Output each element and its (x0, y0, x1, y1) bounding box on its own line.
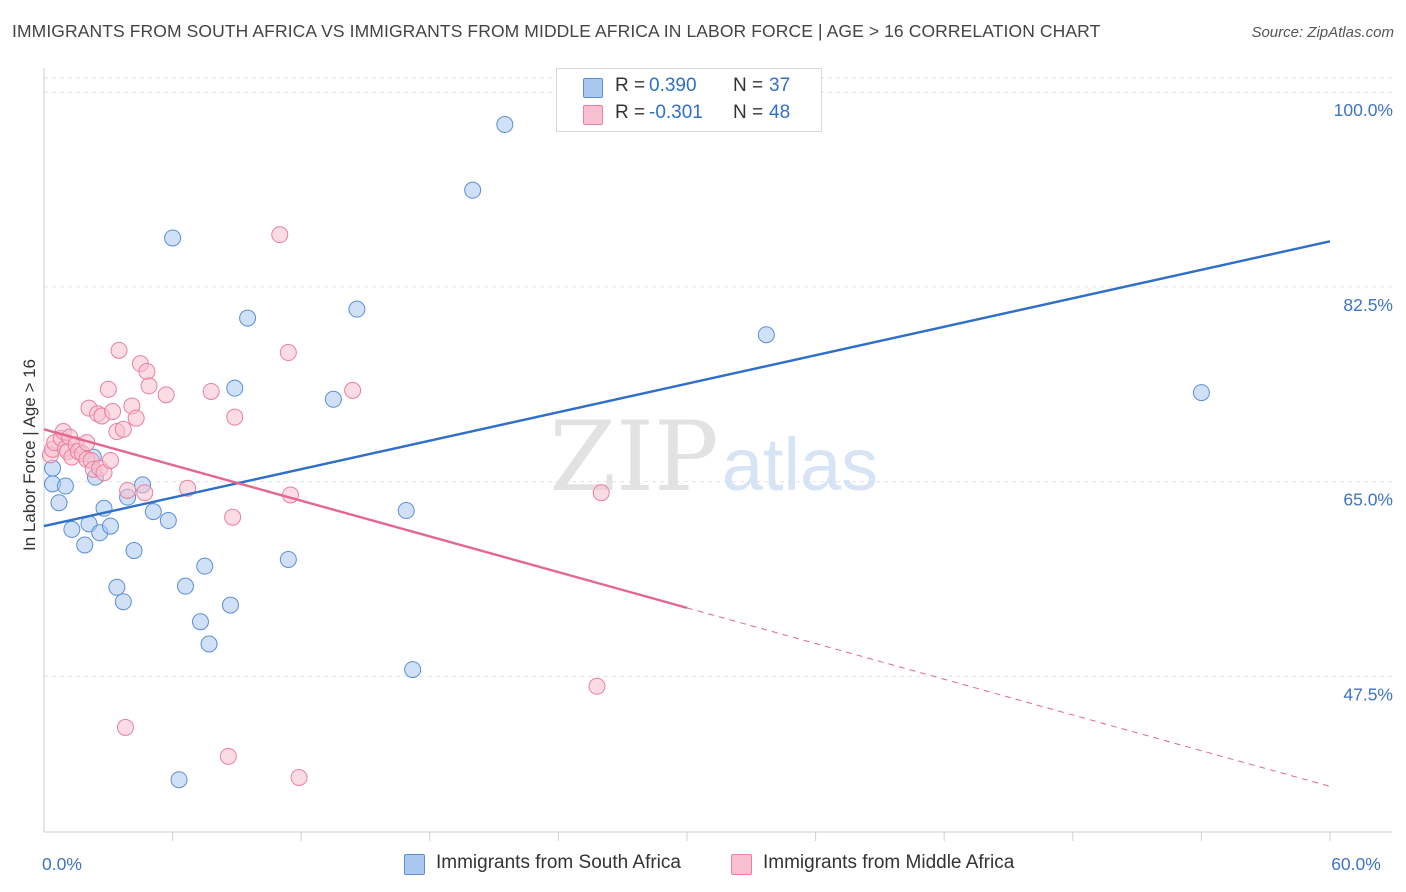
point-south-africa (279, 550, 297, 568)
point-middle-africa (140, 377, 158, 395)
chart-title: IMMIGRANTS FROM SOUTH AFRICA VS IMMIGRAN… (12, 21, 1101, 41)
tick-labels: 100.0% 82.5% 65.0% 47.5% 0.0% 60.0% (42, 100, 1393, 874)
point-south-africa (108, 578, 126, 596)
point-south-africa (125, 542, 143, 560)
point-south-africa (397, 502, 415, 520)
point-south-africa (496, 116, 514, 134)
point-middle-africa (157, 386, 175, 404)
point-middle-africa (99, 380, 117, 398)
legend-n-label: N = (733, 102, 764, 123)
point-middle-africa (114, 420, 132, 438)
point-middle-africa (592, 484, 610, 502)
trend-line-middle-africa (43, 428, 688, 610)
point-south-africa (101, 517, 119, 535)
legend-n-value: 37 (769, 75, 791, 96)
y-tick-label: 65.0% (1343, 490, 1393, 510)
watermark-zip: ZIP (549, 401, 718, 513)
point-south-africa (324, 390, 342, 408)
point-south-africa (348, 300, 366, 318)
legend-r-label: R = (615, 75, 646, 96)
source-note: Source: ZipAtlas.com (1251, 24, 1394, 41)
point-south-africa (56, 477, 74, 495)
point-middle-africa (279, 344, 297, 362)
point-south-africa (76, 536, 94, 554)
watermark-atlas: atlas (722, 423, 878, 506)
y-tick-label: 100.0% (1334, 100, 1393, 120)
x-tick-label: 60.0% (1331, 854, 1381, 874)
point-south-africa (404, 661, 422, 679)
point-south-africa (144, 503, 162, 521)
legend-n-label: N = (733, 75, 764, 96)
watermark: ZIP atlas (549, 401, 878, 513)
point-south-africa (114, 593, 132, 611)
point-middle-africa (224, 508, 242, 526)
point-middle-africa (110, 341, 128, 359)
point-middle-africa (116, 718, 134, 736)
legend-n-value: 48 (769, 102, 791, 123)
point-south-africa (464, 181, 482, 199)
legend: R = 0.390 N = 37 R = -0.301 N = 48 (556, 68, 822, 132)
x-tick-label: 0.0% (42, 854, 82, 874)
point-south-africa (191, 613, 209, 631)
point-middle-africa (138, 362, 156, 380)
point-middle-africa (290, 768, 308, 786)
bottom-legend-swatch-south-africa (404, 854, 425, 875)
point-middle-africa (104, 403, 122, 421)
trend-line-middle-africa-dashed (686, 607, 1331, 787)
point-middle-africa (127, 409, 145, 427)
legend-r-value: 0.390 (649, 75, 697, 96)
legend-r-label: R = (615, 102, 646, 123)
trend-layer (43, 240, 1331, 787)
point-middle-africa (219, 747, 237, 765)
y-axis-label: In Labor Force | Age > 16 (20, 358, 39, 552)
point-middle-africa (226, 408, 244, 426)
point-middle-africa (136, 484, 154, 502)
point-south-africa (239, 309, 257, 327)
point-south-africa (159, 512, 177, 530)
point-south-africa (1192, 384, 1210, 402)
point-south-africa (196, 557, 214, 575)
bottom-legend-label: Immigrants from South Africa (436, 852, 681, 873)
point-middle-africa (344, 381, 362, 399)
points-layer (41, 116, 1210, 789)
point-south-africa (226, 379, 244, 397)
point-south-africa (63, 520, 81, 538)
legend-swatch-south-africa (583, 78, 603, 98)
trend-line-south-africa (43, 240, 1331, 528)
point-south-africa (176, 577, 194, 595)
y-tick-label: 82.5% (1343, 295, 1393, 315)
point-south-africa (200, 635, 218, 653)
point-south-africa (50, 494, 68, 512)
point-middle-africa (202, 382, 220, 400)
bottom-legend-label: Immigrants from Middle Africa (763, 852, 1015, 873)
bottom-legend-swatch-middle-africa (731, 854, 752, 875)
legend-swatch-middle-africa (583, 105, 603, 125)
point-middle-africa (101, 451, 119, 469)
point-south-africa (221, 596, 239, 614)
point-middle-africa (119, 481, 137, 499)
legend-r-value: -0.301 (649, 102, 703, 123)
point-south-africa (170, 771, 188, 789)
point-south-africa (164, 229, 182, 247)
y-tick-label: 47.5% (1343, 684, 1393, 704)
point-south-africa (757, 326, 775, 344)
point-middle-africa (588, 677, 606, 695)
point-middle-africa (271, 226, 289, 244)
